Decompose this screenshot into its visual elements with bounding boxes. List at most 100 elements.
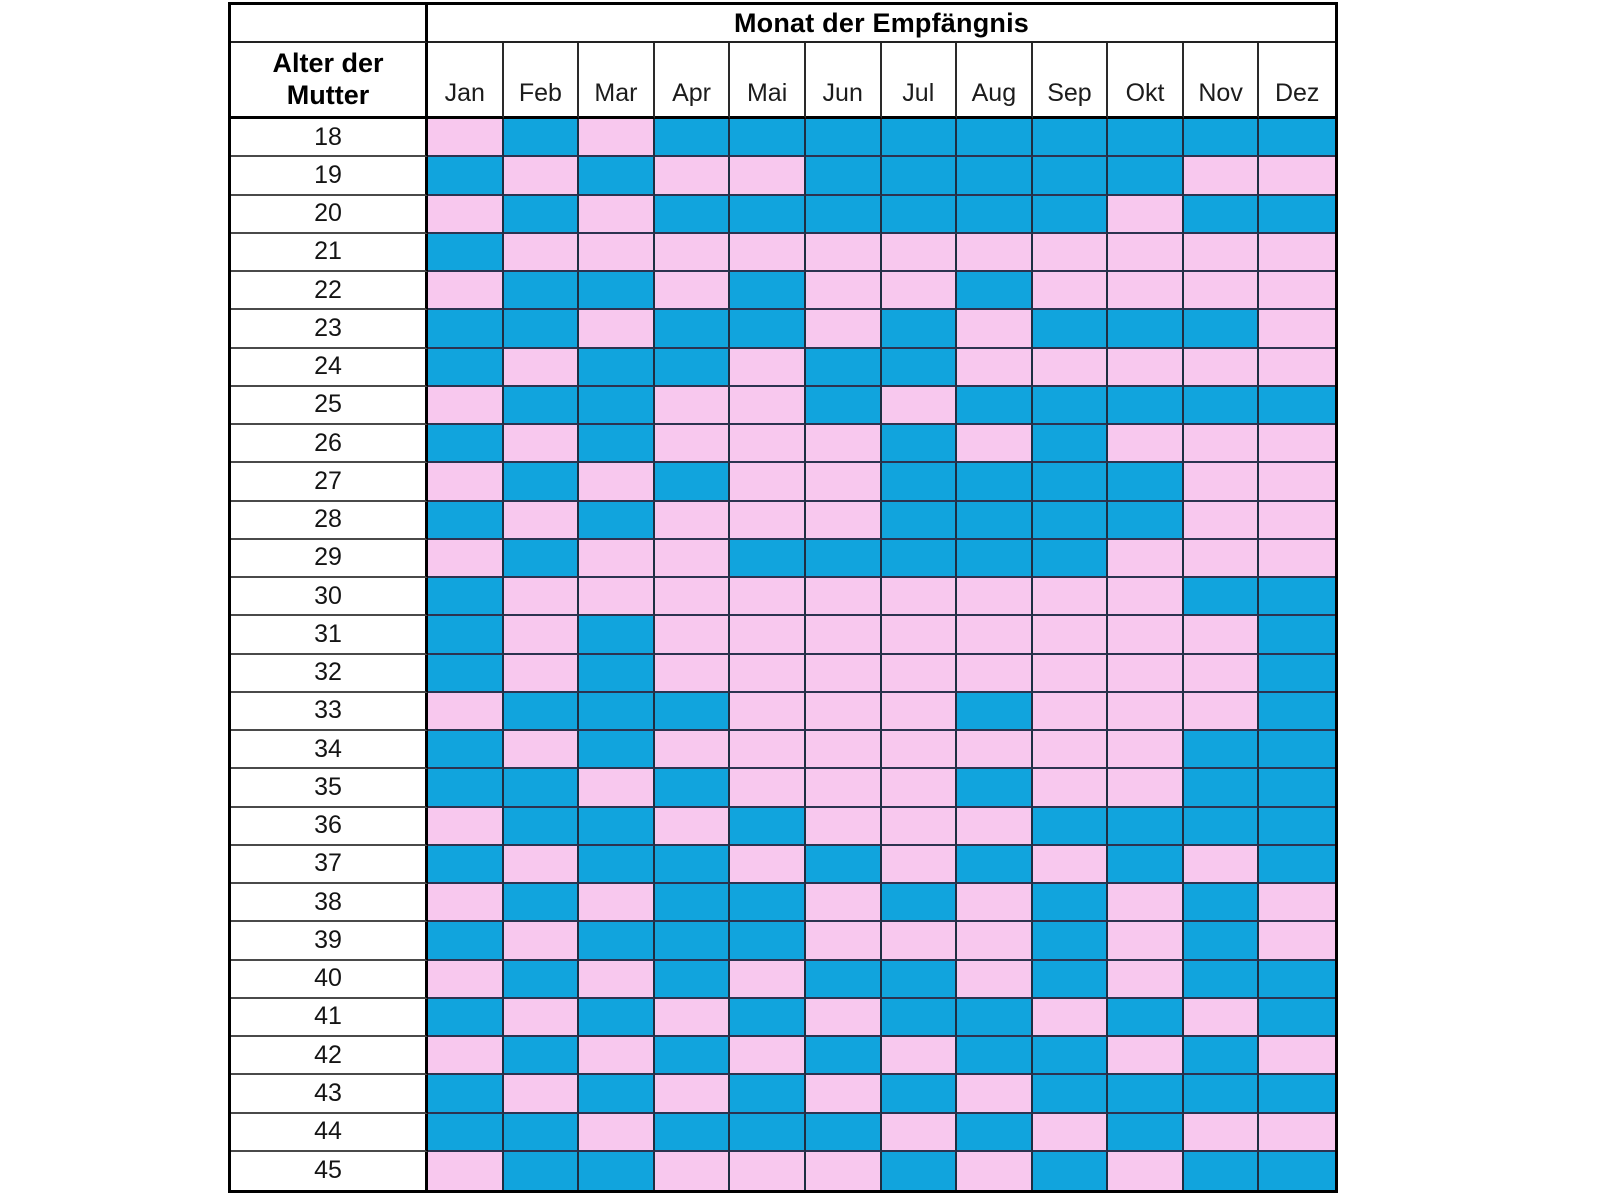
cell-age20-dez-blue	[1259, 195, 1335, 234]
cell-age40-jun-blue	[805, 960, 882, 999]
cell-age43-nov-blue	[1183, 1075, 1260, 1114]
cell-age35-jun-pink	[805, 769, 882, 808]
age-label-36: 36	[231, 807, 428, 846]
age-label-34: 34	[231, 731, 428, 770]
cell-age38-sep-blue	[1032, 884, 1109, 923]
cell-age40-mar-pink	[579, 960, 655, 999]
age-label-35: 35	[231, 769, 428, 808]
cell-age25-mai-pink	[730, 386, 806, 425]
cell-age29-nov-pink	[1183, 539, 1260, 578]
cell-age20-feb-blue	[503, 195, 580, 234]
cell-age41-mai-blue	[730, 998, 806, 1037]
cell-age37-nov-pink	[1183, 845, 1260, 884]
cell-age18-okt-blue	[1108, 119, 1184, 158]
cell-age39-jun-pink	[805, 922, 882, 961]
cell-age21-jun-pink	[805, 233, 882, 272]
cell-age23-sep-blue	[1032, 310, 1109, 349]
cell-age23-jul-blue	[881, 310, 958, 349]
cell-age30-jun-pink	[805, 578, 882, 617]
cell-age34-nov-blue	[1183, 731, 1260, 770]
age-label-19: 19	[231, 157, 428, 196]
cell-age32-sep-pink	[1032, 654, 1109, 693]
cell-age29-feb-blue	[503, 539, 580, 578]
cell-age27-feb-blue	[503, 463, 580, 502]
age-label-45: 45	[231, 1151, 428, 1190]
cell-age41-nov-pink	[1183, 998, 1260, 1037]
cell-age43-mai-blue	[730, 1075, 806, 1114]
cell-age32-apr-pink	[654, 654, 731, 693]
cell-age37-apr-blue	[654, 845, 731, 884]
cell-age34-apr-pink	[654, 731, 731, 770]
cell-age21-mar-pink	[579, 233, 655, 272]
cell-age40-jul-blue	[881, 960, 958, 999]
cell-age26-jan-blue	[428, 425, 504, 464]
cell-age39-feb-pink	[503, 922, 580, 961]
cell-age33-feb-blue	[503, 692, 580, 731]
age-label-30: 30	[231, 578, 428, 617]
cell-age42-okt-pink	[1108, 1037, 1184, 1076]
cell-age38-mar-pink	[579, 884, 655, 923]
cell-age32-jan-blue	[428, 654, 504, 693]
cell-age24-feb-pink	[503, 348, 580, 387]
cell-age26-jul-blue	[881, 425, 958, 464]
cell-age41-dez-blue	[1259, 998, 1335, 1037]
corner-cell	[231, 5, 428, 43]
cell-age37-sep-pink	[1032, 845, 1109, 884]
cell-age33-okt-pink	[1108, 692, 1184, 731]
cell-age37-jan-blue	[428, 845, 504, 884]
row-axis-header: Alter der Mutter	[231, 43, 428, 119]
cell-age45-okt-pink	[1108, 1151, 1184, 1190]
cell-age39-sep-blue	[1032, 922, 1109, 961]
cell-age21-apr-pink	[654, 233, 731, 272]
cell-age23-mai-blue	[730, 310, 806, 349]
cell-age42-sep-blue	[1032, 1037, 1109, 1076]
cell-age43-jul-blue	[881, 1075, 958, 1114]
cell-age22-mar-blue	[579, 272, 655, 311]
age-label-22: 22	[231, 272, 428, 311]
cell-age27-jan-pink	[428, 463, 504, 502]
cell-age45-sep-blue	[1032, 1151, 1109, 1190]
cell-age22-feb-blue	[503, 272, 580, 311]
cell-age38-jun-pink	[805, 884, 882, 923]
cell-age27-jul-blue	[881, 463, 958, 502]
cell-age29-mai-blue	[730, 539, 806, 578]
cell-age35-feb-blue	[503, 769, 580, 808]
cell-age37-feb-pink	[503, 845, 580, 884]
cell-age45-aug-pink	[957, 1151, 1033, 1190]
cell-age41-jul-blue	[881, 998, 958, 1037]
cell-age33-mar-blue	[579, 692, 655, 731]
cell-age35-aug-blue	[957, 769, 1033, 808]
cell-age27-dez-pink	[1259, 463, 1335, 502]
month-header-sep: Sep	[1032, 43, 1109, 119]
cell-age28-jan-blue	[428, 501, 504, 540]
cell-age28-jun-pink	[805, 501, 882, 540]
cell-age37-mai-pink	[730, 845, 806, 884]
cell-age27-jun-pink	[805, 463, 882, 502]
cell-age29-jun-blue	[805, 539, 882, 578]
cell-age44-feb-blue	[503, 1113, 580, 1152]
cell-age45-jun-pink	[805, 1151, 882, 1190]
cell-age30-mar-pink	[579, 578, 655, 617]
cell-age41-aug-blue	[957, 998, 1033, 1037]
cell-age31-jan-blue	[428, 616, 504, 655]
cell-age36-dez-blue	[1259, 807, 1335, 846]
age-label-20: 20	[231, 195, 428, 234]
cell-age40-aug-pink	[957, 960, 1033, 999]
month-header-feb: Feb	[503, 43, 580, 119]
cell-age29-dez-pink	[1259, 539, 1335, 578]
cell-age42-nov-blue	[1183, 1037, 1260, 1076]
cell-age30-dez-blue	[1259, 578, 1335, 617]
cell-age42-mar-pink	[579, 1037, 655, 1076]
cell-age20-mai-blue	[730, 195, 806, 234]
cell-age43-sep-blue	[1032, 1075, 1109, 1114]
age-label-27: 27	[231, 463, 428, 502]
cell-age42-apr-blue	[654, 1037, 731, 1076]
cell-age25-aug-blue	[957, 386, 1033, 425]
cell-age23-feb-blue	[503, 310, 580, 349]
age-label-42: 42	[231, 1037, 428, 1076]
cell-age27-apr-blue	[654, 463, 731, 502]
cell-age41-feb-pink	[503, 998, 580, 1037]
cell-age36-jun-pink	[805, 807, 882, 846]
cell-age24-jul-blue	[881, 348, 958, 387]
